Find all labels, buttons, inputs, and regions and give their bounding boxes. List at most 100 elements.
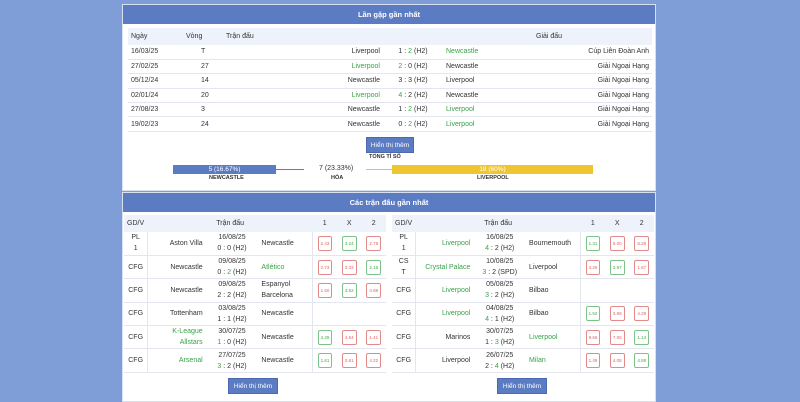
score-note: (H2) — [413, 91, 428, 99]
away-team: Bilbao — [525, 302, 582, 327]
odds-value[interactable]: 3.99 — [609, 306, 625, 322]
away-team: Liverpool — [525, 255, 582, 280]
odds-value[interactable]: 1.60 — [317, 282, 333, 298]
odds-cell: 8.29 — [629, 232, 654, 256]
odds-value[interactable]: 1.61 — [317, 353, 333, 369]
liverpool-label: LIVERPOOL — [477, 175, 509, 181]
competition: CFG — [392, 348, 417, 373]
home-score: 1 — [485, 339, 489, 347]
home-team: Newcastle — [147, 278, 207, 303]
odds-value[interactable]: 4.08 — [609, 353, 625, 369]
odds-value[interactable]: 4.29 — [317, 329, 333, 345]
away-team: Newcastle — [443, 59, 533, 75]
recent-match-row[interactable]: CFG Newcastle 09/08/25 0 : 2 (H2) Atlétic… — [124, 255, 386, 280]
h2h-row[interactable]: 02/01/24 20 Liverpool 4 : 2 (H2) Newcast… — [128, 88, 652, 104]
home-team: Liverpool — [223, 59, 383, 75]
league: Giải Ngoại Hạng — [533, 73, 652, 89]
odds-value[interactable]: 3.24 — [341, 235, 357, 251]
away-team: Newcastle — [257, 348, 313, 373]
competition: CS T — [392, 255, 417, 280]
away-team: Liverpool — [443, 102, 533, 118]
newcastle-line — [276, 169, 304, 170]
home-team: Newcastle — [223, 102, 383, 118]
recent-match-row[interactable]: PL 1 Aston Villa 16/08/25 0 : 0 (H2) Newc… — [124, 232, 386, 256]
date-score: 16/08/25 4 : 2 (H2) — [474, 232, 526, 256]
home-team: Crystal Palace — [415, 255, 475, 280]
h2h-row[interactable]: 05/12/24 14 Newcastle 3 : 3 (H2) Liverpo… — [128, 73, 652, 89]
odds-value[interactable]: 1.41 — [366, 329, 382, 345]
away-team: Milan — [525, 348, 582, 373]
odds-value[interactable]: 4.64 — [341, 329, 357, 345]
match-date: 03/08/25 — [218, 304, 246, 312]
away-score: 2 — [408, 91, 413, 99]
liverpool-show-more-button[interactable]: Hiển thị thêm — [497, 378, 547, 394]
home-team: Newcastle — [223, 73, 383, 89]
odds-value[interactable]: 7.00 — [609, 329, 625, 345]
odds-value[interactable]: 2.43 — [317, 235, 333, 251]
odds-value[interactable]: 3.62 — [341, 282, 357, 298]
recent-match-row[interactable]: CFG Tottenham 03/08/25 1 : 1 (H2) Newcast… — [124, 302, 386, 327]
newcastle-show-more-button[interactable]: Hiển thị thêm — [228, 378, 278, 394]
odds-value[interactable]: 1.31 — [585, 235, 601, 251]
odds-value[interactable]: 4.88 — [366, 282, 382, 298]
col-odds-x: X — [336, 215, 362, 232]
odds-cell: 1.49 — [580, 348, 606, 373]
home-team: Liverpool — [223, 88, 383, 104]
odds-value[interactable]: 4.22 — [366, 353, 382, 369]
recent-match-row[interactable]: CFG Marinos 30/07/25 1 : 3 (H2) Liverpool… — [392, 325, 654, 350]
col-odds-2: 2 — [629, 215, 654, 232]
h2h-row[interactable]: 27/02/25 27 Liverpool 2 : 0 (H2) Newcast… — [128, 59, 652, 75]
recent-match-row[interactable]: CFG Newcastle 09/08/25 2 : 2 (H2) Espanyo… — [124, 278, 386, 303]
odds-value[interactable]: 4.26 — [585, 259, 601, 275]
col-comp: GD/V — [392, 215, 416, 232]
odds-cell: 4.22 — [361, 348, 386, 373]
match-date: 26/07/25 — [486, 351, 514, 359]
away-team: Bournemouth — [525, 232, 582, 256]
odds-value[interactable]: 6.00 — [609, 235, 625, 251]
away-score: 4 — [494, 362, 499, 370]
match-date: 09/08/25 — [218, 258, 246, 266]
odds-value[interactable]: 9.66 — [585, 329, 601, 345]
recent-match-row[interactable]: CFG Liverpool 04/08/25 4 : 1 (H2) Bilbao 1… — [392, 302, 654, 327]
odds-value[interactable]: 1.49 — [585, 353, 601, 369]
odds-value[interactable]: 4.88 — [634, 353, 650, 369]
odds-value[interactable]: 3.33 — [341, 259, 357, 275]
away-score: 2 — [408, 106, 413, 114]
show-more-button[interactable]: Hiển thị thêm — [366, 137, 414, 153]
odds-value[interactable]: 1.52 — [585, 306, 601, 322]
odds-value[interactable]: 4.29 — [634, 306, 650, 322]
col-match: Trận đấu — [223, 28, 533, 45]
recent-match-row[interactable]: CFG Arsenal 27/07/25 3 : 2 (H2) Newcastle… — [124, 348, 386, 373]
away-team: Newcastle — [257, 232, 313, 256]
h2h-row[interactable]: 16/03/25 T Liverpool 1 : 2 (H2) Newcastl… — [128, 45, 652, 60]
odds-value[interactable]: 2.78 — [366, 235, 382, 251]
recent-match-row[interactable]: CFG Liverpool 05/08/25 3 : 2 (H2) Bilbao — [392, 278, 654, 303]
newcastle-wins-bar: 5 (16.67%) — [173, 165, 276, 174]
recent-match-row[interactable]: CS T Crystal Palace 10/08/25 3 : 2 (SPD) … — [392, 255, 654, 280]
home-score: 3 — [485, 292, 489, 300]
odds-cell: 4.26 — [580, 255, 606, 280]
odds-value[interactable]: 1.14 — [634, 329, 650, 345]
recent-match-row[interactable]: PL 1 Liverpool 16/08/25 4 : 2 (H2) Bourne… — [392, 232, 654, 256]
odds-cell: 4.29 — [629, 302, 654, 327]
odds-value[interactable]: 2.73 — [317, 259, 333, 275]
odds-value[interactable]: 3.97 — [609, 259, 625, 275]
odds-value[interactable]: 2.16 — [366, 259, 382, 275]
odds-cell: 1.52 — [580, 302, 606, 327]
competition: CFG — [124, 348, 149, 373]
odds-value[interactable]: 3.61 — [341, 353, 357, 369]
col-match: Trận đấu — [147, 215, 313, 232]
match-date: 05/08/25 — [486, 281, 514, 289]
odds-value[interactable]: 1.67 — [634, 259, 650, 275]
away-team: Newcastle — [443, 45, 533, 60]
h2h-row[interactable]: 27/08/23 3 Newcastle 1 : 2 (H2) Liverpoo… — [128, 102, 652, 118]
odds-cell: 2.43 — [312, 232, 337, 256]
competition: CFG — [392, 325, 417, 350]
recent-match-row[interactable]: CFG K-League Allstars 30/07/25 1 : 0 (H2)… — [124, 325, 386, 350]
score-note: (H2) — [233, 339, 247, 347]
odds-value[interactable]: 8.29 — [634, 235, 650, 251]
recent-match-row[interactable]: CFG Liverpool 26/07/25 2 : 4 (H2) Milan 1.… — [392, 348, 654, 373]
league: Giải Ngoại Hạng — [533, 88, 652, 104]
h2h-row[interactable]: 19/02/23 24 Newcastle 0 : 2 (H2) Liverpo… — [128, 116, 652, 132]
home-score: 4 — [398, 91, 403, 99]
